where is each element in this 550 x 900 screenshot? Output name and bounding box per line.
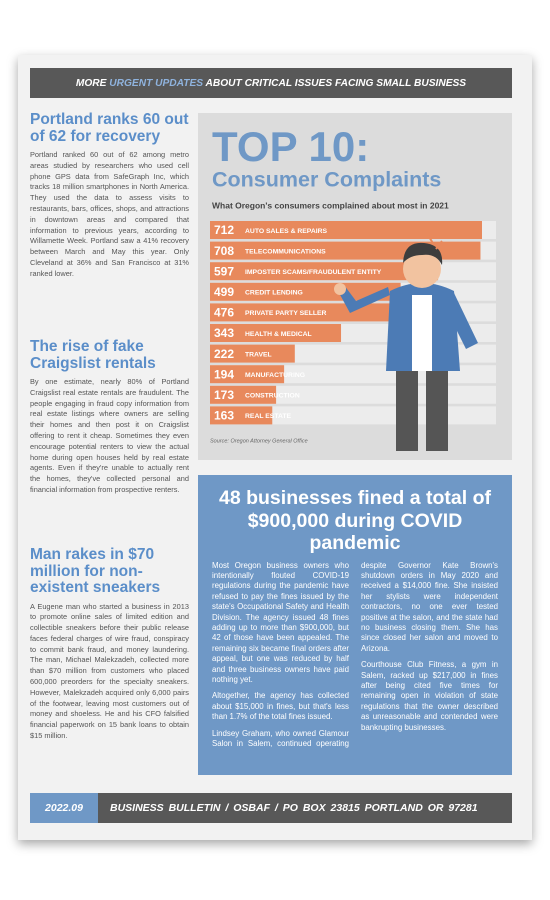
hair [403,242,443,265]
article: The rise of fake Craigslist rentals By o… [30,338,189,496]
header-text: ABOUT CRITICAL ISSUES FACING SMALL BUSIN… [203,77,467,89]
feature-paragraph: Lindsey Graham, who owned Glamour Salon … [212,560,498,749]
chart-subtitle: Consumer Complaints [212,168,441,192]
chart: TOP 10: Consumer Complaints What Oregon'… [198,113,512,460]
bar-track [210,406,496,425]
article-title: Man rakes in $70 million for non-existen… [30,546,161,596]
chart-title: TOP 10: [212,123,369,170]
article: Man rakes in $70 million for non-existen… [30,546,189,742]
bar [210,262,439,281]
chart-source: Source: Oregon Attorney General Office [210,438,308,444]
header-highlight: URGENT UPDATES [109,77,204,89]
bar [210,344,295,363]
value-label: 173 [214,388,234,402]
value-label: 222 [214,347,234,361]
category-label: AUTO SALES & REPAIRS [245,228,328,235]
footer-bar: 2022.09 BUSINESS BULLETIN / OSBAF / PO B… [30,793,512,823]
feature-title: 48 businesses fined a total of $900,000 … [219,487,491,554]
value-label: 163 [214,409,234,423]
chart-caption: What Oregon's consumers complained about… [212,200,449,210]
hand [334,283,346,295]
feature-body: Most Oregon business owners who intentio… [212,561,498,750]
arm [448,293,478,349]
article: Portland ranks 60 out of 62 for recovery… [30,111,189,280]
bar [210,324,342,342]
arm [338,285,390,313]
article-body: By one estimate, nearly 80% of Portland … [30,377,189,494]
footer-date: 2022.09 [30,793,98,823]
category-label: REAL ESTATE [245,413,292,420]
category-label: TRAVEL [245,351,272,358]
feature-paragraph: Altogether, the agency has collected abo… [212,691,349,722]
feature-paragraph: Most Oregon business owners who intentio… [212,560,349,684]
footer-text: BUSINESS BULLETIN / OSBAF / PO BOX 23815… [110,802,478,814]
value-label: 194 [214,367,234,381]
value-label: 476 [214,306,234,320]
bar [210,221,482,239]
leg [426,363,448,451]
bar [210,385,277,404]
category-label: TELECOMMUNICATIONS [245,248,326,255]
category-label: PRIVATE PARTY SELLER [245,310,327,317]
article-body: A Eugene man who started a business in 2… [30,601,189,741]
value-label: 708 [214,244,234,258]
value-label: 499 [214,285,234,299]
anger-mark [427,234,443,250]
category-label: CREDIT LENDING [245,290,303,297]
article-title: Portland ranks 60 out of 62 for recovery [30,111,189,145]
article-body: Portland ranked 60 out of 62 among metro… [30,150,189,278]
category-label: IMPOSTER SCAMS/FRAUDULENT ENTITY [245,269,382,276]
leg [396,363,418,451]
article-title: The rise of fake Craigslist rentals [30,338,156,372]
category-label: CONSTRUCTION [245,393,300,400]
undershirt [412,295,432,371]
feature-paragraph: Courthouse Club Fitness, a gym in Salem,… [361,660,498,732]
value-label: 343 [214,326,234,340]
bar [210,365,285,384]
value-label: 712 [214,223,234,237]
value-label: 597 [214,264,234,278]
bar [210,406,273,425]
head [403,250,441,288]
feature-box: 48 businesses fined a total of $900,000 … [198,475,512,775]
bar-track [210,385,496,404]
bar [210,282,401,301]
category-label: HEALTH & MEDICAL [245,331,312,338]
category-label: MANUFACTURING [245,372,305,379]
bar [210,303,392,322]
header-text: MORE [75,77,110,89]
illustration [334,234,478,451]
header-bar: MORE URGENT UPDATES ABOUT CRITICAL ISSUE… [30,68,512,98]
